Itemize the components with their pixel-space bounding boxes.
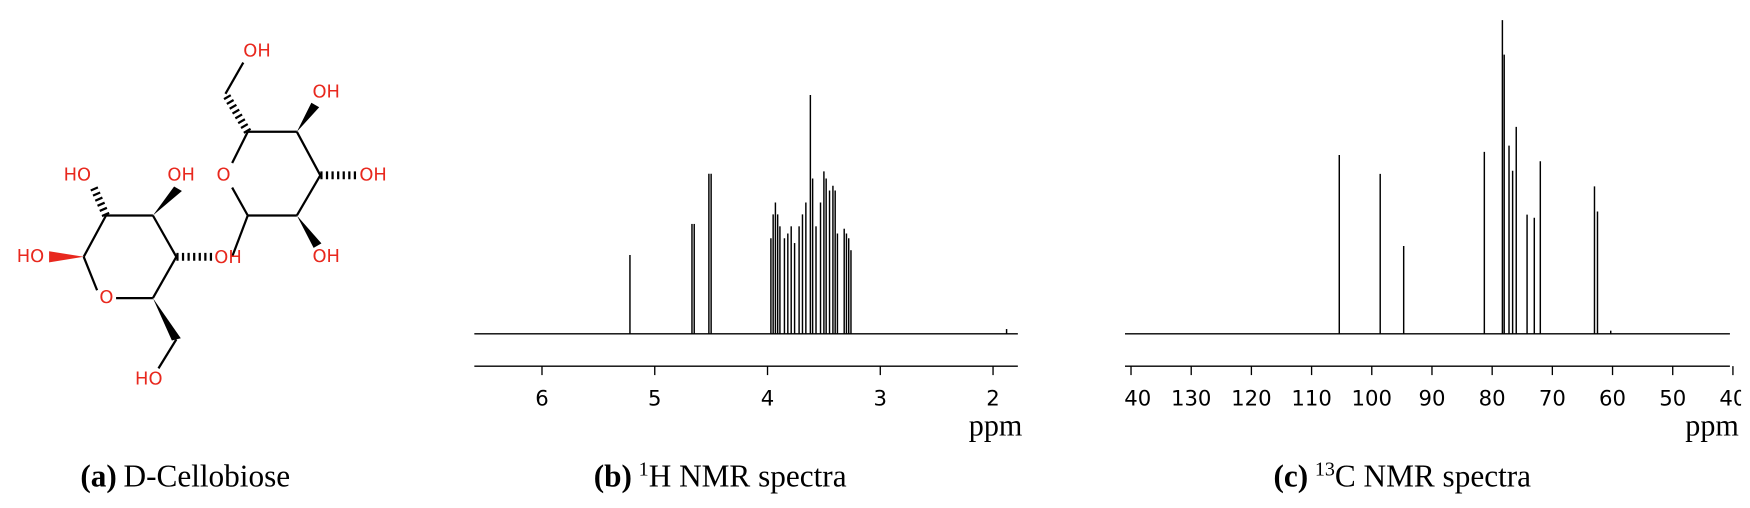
bond (151, 256, 178, 299)
x-tick-label: 2 (986, 386, 999, 411)
bond (82, 214, 108, 258)
bond (151, 214, 178, 258)
bond (295, 131, 322, 176)
molecule (49, 62, 360, 369)
caption-sup: 13 (1315, 459, 1335, 481)
hash-bond (222, 91, 252, 134)
wedge-bond (152, 186, 182, 216)
atom-label: OH (167, 164, 194, 185)
caption: (c) 13C NMR spectra (1273, 459, 1531, 494)
bond (224, 62, 245, 95)
atom-label: OH (214, 247, 241, 268)
atom-label: OH (313, 246, 340, 267)
atom-label: OH (313, 82, 340, 103)
caption-label: (c) (1273, 459, 1308, 494)
x-tick-label: 140 (1111, 386, 1151, 411)
atom-label: O (99, 287, 113, 308)
x-tick-label: 80 (1479, 386, 1506, 411)
wedge-bond (152, 298, 181, 341)
caption-label: (a) (80, 459, 116, 494)
x-tick-label: 4 (761, 386, 774, 411)
x-tick-label: 5 (648, 386, 661, 411)
bond (231, 131, 249, 164)
x-tick-label: 100 (1352, 386, 1392, 411)
caption-text: C NMR spectra (1335, 459, 1531, 494)
bond (82, 256, 99, 291)
x-axis-title: ppm (969, 408, 1023, 442)
x-tick-label: 60 (1599, 386, 1626, 411)
atom-label: OH (243, 40, 270, 61)
x-ticks: 6 5 4 3 2 (535, 366, 1000, 411)
caption: (a) D-Cellobiose (80, 459, 290, 494)
bond (295, 174, 322, 217)
atom-label: O (217, 164, 231, 185)
atom-label: OH (359, 164, 386, 185)
atom-label: HO (64, 164, 91, 185)
bond (157, 338, 178, 369)
x-tick-label: 50 (1659, 386, 1686, 411)
bond (231, 187, 249, 217)
atom-label: HO (135, 369, 162, 390)
x-tick-label: 90 (1418, 386, 1445, 411)
wedge-bond (49, 251, 84, 263)
hash-bond (90, 186, 110, 218)
caption-text: D-Cellobiose (124, 459, 291, 494)
wedge-bond (296, 215, 322, 248)
x-tick-label: 110 (1291, 386, 1331, 411)
x-tick-label: 6 (535, 386, 548, 411)
x-tick-label: 70 (1539, 386, 1566, 411)
x-tick-label: 3 (874, 386, 887, 411)
caption-label: (b) (594, 459, 632, 494)
x-ticks: 140 130 120 110 100 90 80 70 60 50 40 (1111, 366, 1746, 411)
x-tick-label: 40 (1719, 386, 1746, 411)
x-tick-label: 120 (1231, 386, 1271, 411)
wedge-bond (296, 102, 320, 132)
atom-label: HO (17, 246, 44, 267)
caption-sup: 1 (639, 459, 649, 481)
x-tick-label: 130 (1171, 386, 1211, 411)
x-axis-title: ppm (1685, 408, 1739, 442)
caption-text: H NMR spectra (649, 459, 847, 494)
caption: (b) 1H NMR spectra (594, 459, 847, 494)
bond (231, 215, 249, 258)
